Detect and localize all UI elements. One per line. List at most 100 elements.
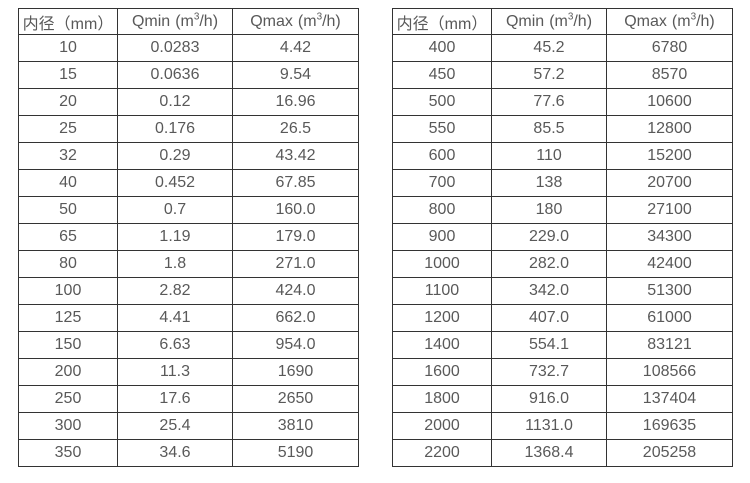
table-row: 15 0.0636 9.54 <box>18 61 359 89</box>
table-row: 600 110 15200 <box>392 142 733 170</box>
table-cell: 17.6 <box>117 385 233 413</box>
table-cell: 4.41 <box>117 304 233 332</box>
table-row: 350 34.6 5190 <box>18 439 359 467</box>
table-cell: 85.5 <box>491 115 607 143</box>
table-cell: 1800 <box>392 385 492 413</box>
table-row: 700 138 20700 <box>392 169 733 197</box>
table-cell: 51300 <box>606 277 733 305</box>
table-row: 50 0.7 160.0 <box>18 196 359 224</box>
qmin-label: Qmin <box>131 12 171 30</box>
table-cell: 2650 <box>232 385 359 413</box>
table-cell: 179.0 <box>232 223 359 251</box>
table-row: 20 0.12 16.96 <box>18 88 359 116</box>
table-cell: 250 <box>18 385 118 413</box>
table-cell: 10600 <box>606 88 733 116</box>
table-cell: 160.0 <box>232 196 359 224</box>
table-cell: 16.96 <box>232 88 359 116</box>
table-cell: 61000 <box>606 304 733 332</box>
table-cell: 25 <box>18 115 118 143</box>
table-cell: 0.12 <box>117 88 233 116</box>
table-cell: 169635 <box>606 412 733 440</box>
table-cell: 50 <box>18 196 118 224</box>
qmax-label: Qmax <box>250 12 293 30</box>
table-cell: 32 <box>18 142 118 170</box>
table-cell: 600 <box>392 142 492 170</box>
table-cell: 700 <box>392 169 492 197</box>
table-cell: 20 <box>18 88 118 116</box>
flow-table-small-diameters: 内径（mm） Qmin (m3/h) Qmax (m3/h) 10 0.0283 4.4… <box>18 8 359 467</box>
table-cell: 900 <box>392 223 492 251</box>
table-cell: 1400 <box>392 331 492 359</box>
table-cell: 11.3 <box>117 358 233 386</box>
table-row: 200 11.3 1690 <box>18 358 359 386</box>
table-cell: 3810 <box>232 412 359 440</box>
table-cell: 6780 <box>606 34 733 62</box>
table-row: 25 0.176 26.5 <box>18 115 359 143</box>
table-cell: 800 <box>392 196 492 224</box>
table-cell: 916.0 <box>491 385 607 413</box>
table-cell: 27100 <box>606 196 733 224</box>
qmax-label: Qmax <box>624 12 667 30</box>
table-cell: 0.0283 <box>117 34 233 62</box>
table-cell: 1.8 <box>117 250 233 278</box>
table-cell: 550 <box>392 115 492 143</box>
table-row: 1000 282.0 42400 <box>392 250 733 278</box>
table-cell: 0.0636 <box>117 61 233 89</box>
table-cell: 180 <box>491 196 607 224</box>
table-cell: 45.2 <box>491 34 607 62</box>
table-row: 2000 1131.0 169635 <box>392 412 733 440</box>
table-row: 125 4.41 662.0 <box>18 304 359 332</box>
table-cell: 229.0 <box>491 223 607 251</box>
table-cell: 1131.0 <box>491 412 607 440</box>
table-cell: 1600 <box>392 358 492 386</box>
table-row: 300 25.4 3810 <box>18 412 359 440</box>
table-cell: 1.19 <box>117 223 233 251</box>
table-cell: 67.85 <box>232 169 359 197</box>
table-row: 40 0.452 67.85 <box>18 169 359 197</box>
qmin-unit: (m3/h) <box>549 11 593 30</box>
header-qmin: Qmin (m3/h) <box>491 8 607 35</box>
table-cell: 1368.4 <box>491 439 607 467</box>
table-cell: 43.42 <box>232 142 359 170</box>
table-row: 100 2.82 424.0 <box>18 277 359 305</box>
table-cell: 65 <box>18 223 118 251</box>
header-qmin: Qmin (m3/h) <box>117 8 233 35</box>
table-cell: 5190 <box>232 439 359 467</box>
qmax-unit: (m3/h) <box>671 11 715 30</box>
table-cell: 2000 <box>392 412 492 440</box>
table-cell: 350 <box>18 439 118 467</box>
table-row: 1100 342.0 51300 <box>392 277 733 305</box>
table-body: 400 45.2 6780 450 57.2 8570 500 77.6 10600 550 85.… <box>392 34 733 467</box>
table-cell: 12800 <box>606 115 733 143</box>
table-cell: 10 <box>18 34 118 62</box>
table-cell: 42400 <box>606 250 733 278</box>
table-cell: 0.29 <box>117 142 233 170</box>
table-row: 80 1.8 271.0 <box>18 250 359 278</box>
table-row: 1400 554.1 83121 <box>392 331 733 359</box>
table-row: 500 77.6 10600 <box>392 88 733 116</box>
table-cell: 57.2 <box>491 61 607 89</box>
table-cell: 6.63 <box>117 331 233 359</box>
table-cell: 2200 <box>392 439 492 467</box>
table-cell: 200 <box>18 358 118 386</box>
table-row: 800 180 27100 <box>392 196 733 224</box>
table-cell: 2.82 <box>117 277 233 305</box>
qmin-unit: (m3/h) <box>175 11 219 30</box>
table-cell: 40 <box>18 169 118 197</box>
table-cell: 125 <box>18 304 118 332</box>
superscript-3: 3 <box>316 11 323 23</box>
table-cell: 342.0 <box>491 277 607 305</box>
table-cell: 15200 <box>606 142 733 170</box>
table-cell: 83121 <box>606 331 733 359</box>
superscript-3: 3 <box>193 11 200 23</box>
table-cell: 662.0 <box>232 304 359 332</box>
table-cell: 554.1 <box>491 331 607 359</box>
header-qmax: Qmax (m3/h) <box>606 8 733 35</box>
qmax-unit: (m3/h) <box>297 11 341 30</box>
table-row: 10 0.0283 4.42 <box>18 34 359 62</box>
table-cell: 8570 <box>606 61 733 89</box>
table-cell: 150 <box>18 331 118 359</box>
table-header-row: 内径（mm） Qmin (m3/h) Qmax (m3/h) <box>392 8 733 35</box>
table-cell: 1000 <box>392 250 492 278</box>
